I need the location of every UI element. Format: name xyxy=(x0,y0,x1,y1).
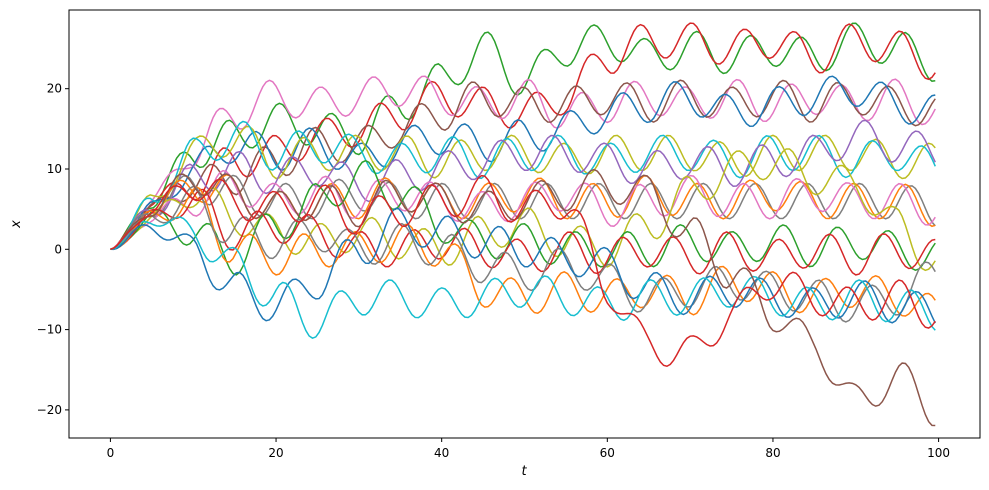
y-tick-label: 10 xyxy=(47,162,62,176)
plot-frame xyxy=(68,9,981,439)
series-line xyxy=(110,174,936,368)
x-tick-label: 20 xyxy=(268,446,283,460)
y-tick-label: 20 xyxy=(47,82,62,96)
y-tick-label: 0 xyxy=(54,242,62,256)
series-line xyxy=(110,22,936,251)
series-line xyxy=(110,207,936,324)
series-line xyxy=(110,185,936,323)
series-line xyxy=(110,120,936,251)
series-line xyxy=(110,216,936,340)
series-line xyxy=(110,125,936,251)
y-axis-label: x xyxy=(9,220,24,229)
series-line xyxy=(110,159,936,276)
x-tick-label: 100 xyxy=(927,446,950,460)
y-tick-label: −10 xyxy=(37,323,62,337)
x-axis-label: t xyxy=(521,464,527,479)
series-line xyxy=(110,75,936,251)
series-line xyxy=(110,79,936,251)
series-layer xyxy=(110,22,936,427)
y-axis: −20 −10 0 10 20 xyxy=(37,82,69,417)
series-line xyxy=(110,186,936,317)
x-axis: 0 20 40 60 80 100 xyxy=(107,438,950,460)
x-tick-label: 0 xyxy=(107,446,115,460)
x-tick-label: 40 xyxy=(434,446,449,460)
series-line xyxy=(110,169,936,251)
series-line xyxy=(110,168,936,427)
series-line xyxy=(110,188,936,276)
series-line xyxy=(110,75,936,250)
series-line xyxy=(110,174,936,251)
x-tick-label: 80 xyxy=(765,446,780,460)
x-tick-label: 60 xyxy=(600,446,615,460)
y-tick-label: −20 xyxy=(37,403,62,417)
